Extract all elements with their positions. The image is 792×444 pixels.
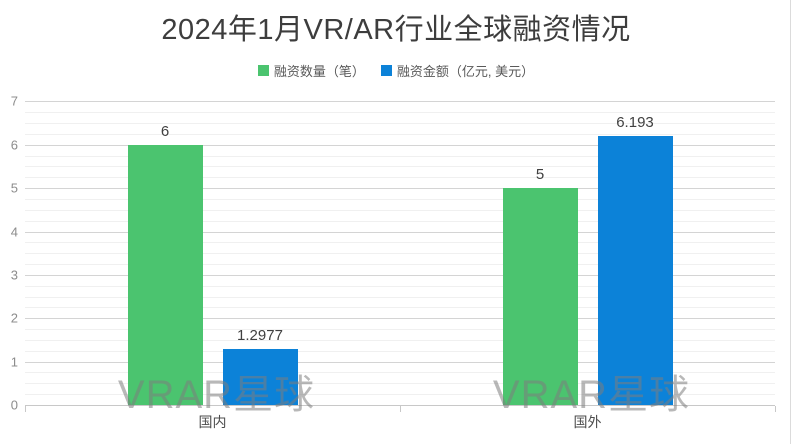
gridline-minor (25, 112, 775, 114)
chart-title: 2024年1月VR/AR行业全球融资情况 (161, 14, 631, 46)
x-axis-tick (400, 406, 401, 412)
gridline-minor (25, 123, 775, 125)
gridline-minor (25, 394, 775, 396)
bar-value-label: 5 (535, 166, 545, 184)
gridline-minor (25, 339, 775, 341)
gridline-minor (25, 372, 775, 374)
window-edge-divider (790, 0, 791, 444)
y-axis-tick-label: 2 (10, 310, 18, 326)
gridline-major (25, 188, 775, 190)
y-axis-tick-label: 7 (10, 93, 18, 109)
y-axis-tick-label: 5 (10, 180, 18, 196)
bar-count-overseas (502, 188, 578, 405)
bar-amount-overseas (597, 136, 673, 405)
y-axis-tick-label: 0 (10, 397, 18, 413)
legend-item-financing-count: 融资数量（笔） (257, 61, 365, 80)
gridline-major (25, 361, 775, 363)
x-axis-category-label: 国内 (198, 414, 227, 430)
watermark-text: VRAR星球 (492, 373, 691, 417)
gridline-minor (25, 329, 775, 331)
x-axis-line (25, 405, 775, 406)
gridline-minor (25, 209, 775, 211)
gridline-major (25, 231, 775, 233)
y-axis-tick-label: 1 (10, 354, 18, 370)
x-axis-tick (25, 406, 26, 412)
legend-swatch-green (257, 64, 269, 76)
watermark-text: VRAR星球 (117, 373, 316, 417)
gridline-minor (25, 285, 775, 287)
bar-count-domestic (127, 144, 203, 405)
gridline-major (25, 101, 775, 103)
gridline-minor (25, 296, 775, 298)
legend-item-financing-amount: 融资金额（亿元, 美元） (380, 61, 535, 80)
y-axis-tick-label: 6 (10, 137, 18, 153)
gridline-minor (25, 198, 775, 200)
gridline-major (25, 274, 775, 276)
gridline-minor (25, 264, 775, 266)
gridline-major (25, 318, 775, 320)
gridline-minor (25, 220, 775, 222)
bar-value-label: 1.2977 (237, 326, 283, 344)
gridline-minor (25, 383, 775, 385)
gridline-minor (25, 253, 775, 255)
legend-swatch-blue (380, 64, 392, 76)
gridline-minor (25, 242, 775, 244)
x-axis-category-label: 国外 (573, 414, 602, 430)
gridline-minor (25, 155, 775, 157)
legend-label-financing-amount: 融资金额（亿元, 美元） (396, 63, 535, 79)
gridline-minor (25, 177, 775, 179)
gridline-major (25, 144, 775, 146)
bar-value-label: 6.193 (616, 114, 654, 132)
y-axis-tick-label: 3 (10, 267, 18, 283)
chart-legend: 融资数量（笔） 融资金额（亿元, 美元） (0, 60, 792, 80)
gridline-minor (25, 307, 775, 309)
bar-value-label: 6 (160, 122, 170, 140)
gridline-minor (25, 350, 775, 352)
bar-amount-domestic (222, 348, 298, 405)
legend-label-financing-count: 融资数量（笔） (273, 63, 365, 79)
x-axis-tick (775, 406, 776, 412)
gridline-minor (25, 133, 775, 135)
gridline-minor (25, 166, 775, 168)
y-axis-tick-label: 4 (10, 224, 18, 239)
